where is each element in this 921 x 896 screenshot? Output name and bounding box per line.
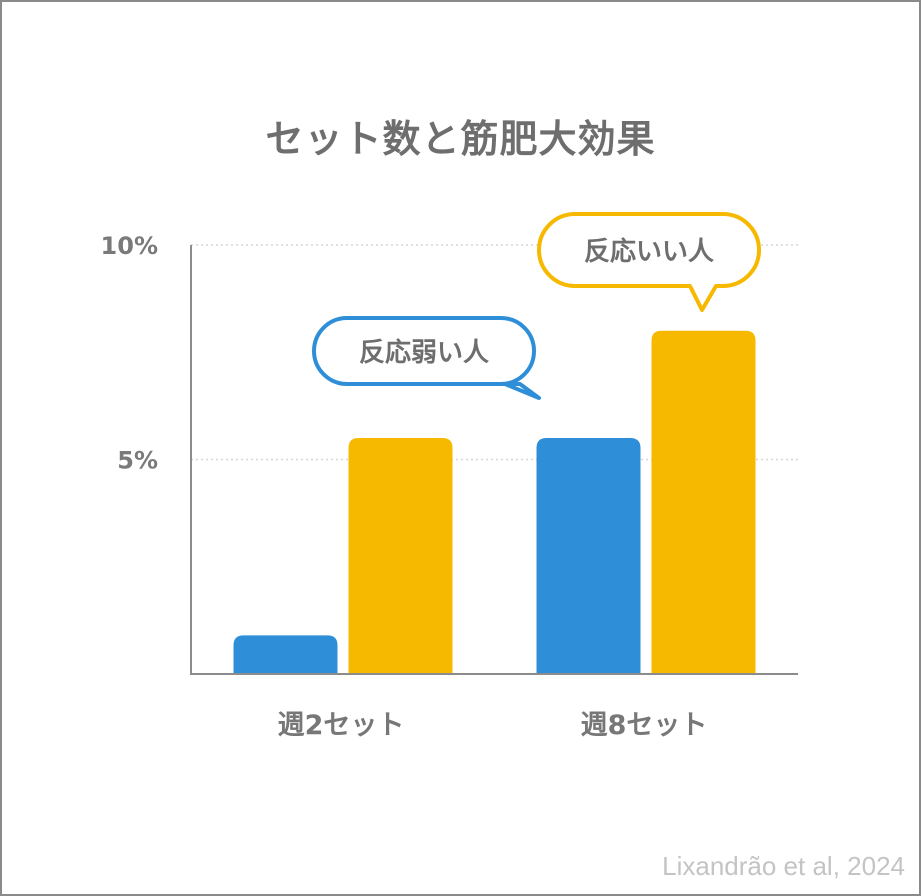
bar-s1-c1 [651, 330, 756, 674]
x-tick-label: 週2セット [278, 710, 405, 741]
bar-s1-c0 [348, 438, 453, 674]
annotation-label: 反応いい人 [584, 236, 714, 267]
bar-s0-c1 [536, 438, 641, 674]
source-citation: Lixandrão et al, 2024 [662, 851, 905, 881]
y-tick-label: 5% [117, 447, 158, 475]
annotation-label: 反応弱い人 [359, 337, 489, 368]
annotation-bubble [537, 212, 761, 312]
x-tick-label: 週8セット [581, 710, 708, 741]
annotation-bubble [312, 316, 541, 400]
chart-title: セット数と筋肥大効果 [265, 117, 656, 161]
y-tick-label: 10% [101, 232, 158, 260]
bar-s0-c0 [233, 635, 338, 674]
